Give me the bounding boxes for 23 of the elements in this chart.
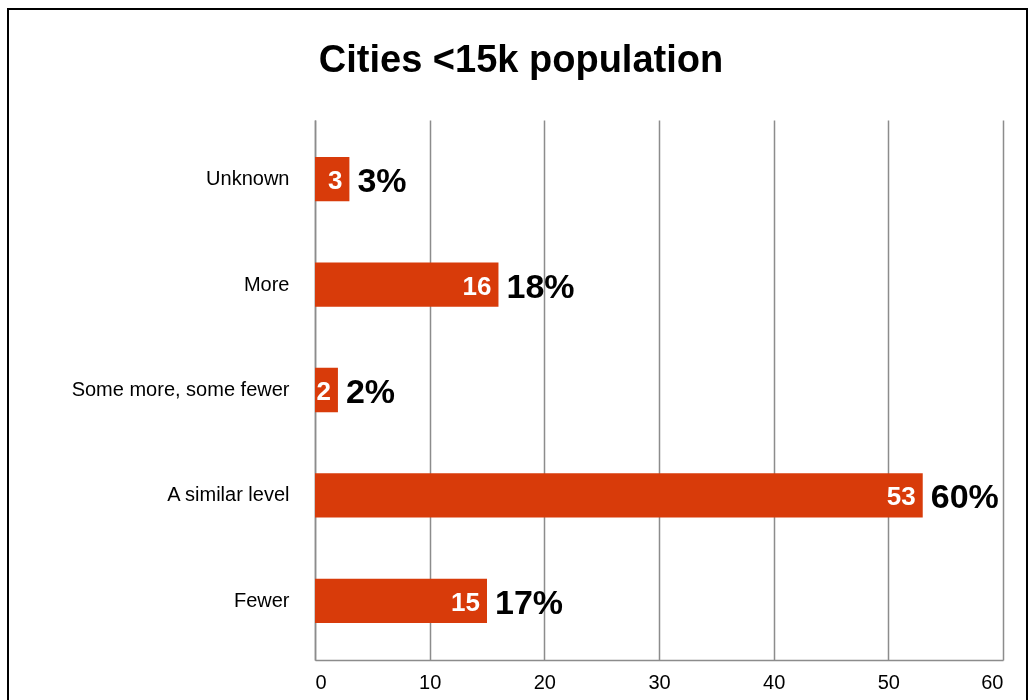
y-tick-label: Unknown (206, 167, 290, 190)
x-tick-label: 20 (533, 670, 556, 693)
y-tick-label: More (243, 272, 290, 295)
x-tick-label: 40 (763, 670, 786, 693)
annotation: 18% (506, 266, 575, 305)
y-tick-label: Fewer (233, 588, 290, 611)
x-tick-label: 60 (981, 670, 1004, 693)
annotation: 17% (495, 582, 564, 621)
chart-title: Cities <15k population (318, 38, 724, 80)
data-label: 15 (451, 586, 480, 617)
data-label: 53 (886, 481, 916, 512)
data-label: 2 (316, 376, 331, 406)
x-tick-label: 10 (419, 670, 442, 693)
annotation: 3% (357, 161, 407, 200)
x-tick-label: 0 (315, 670, 327, 693)
data-label: 16 (462, 270, 492, 301)
data-label: 3 (327, 165, 343, 196)
y-tick-label: Some more, some fewer (71, 378, 290, 400)
y-tick-label: A similar level (167, 483, 290, 506)
x-tick-label: 50 (877, 670, 900, 693)
annotation: 60% (930, 477, 999, 516)
x-tick-label: 30 (648, 670, 671, 693)
annotation: 2% (345, 372, 396, 410)
